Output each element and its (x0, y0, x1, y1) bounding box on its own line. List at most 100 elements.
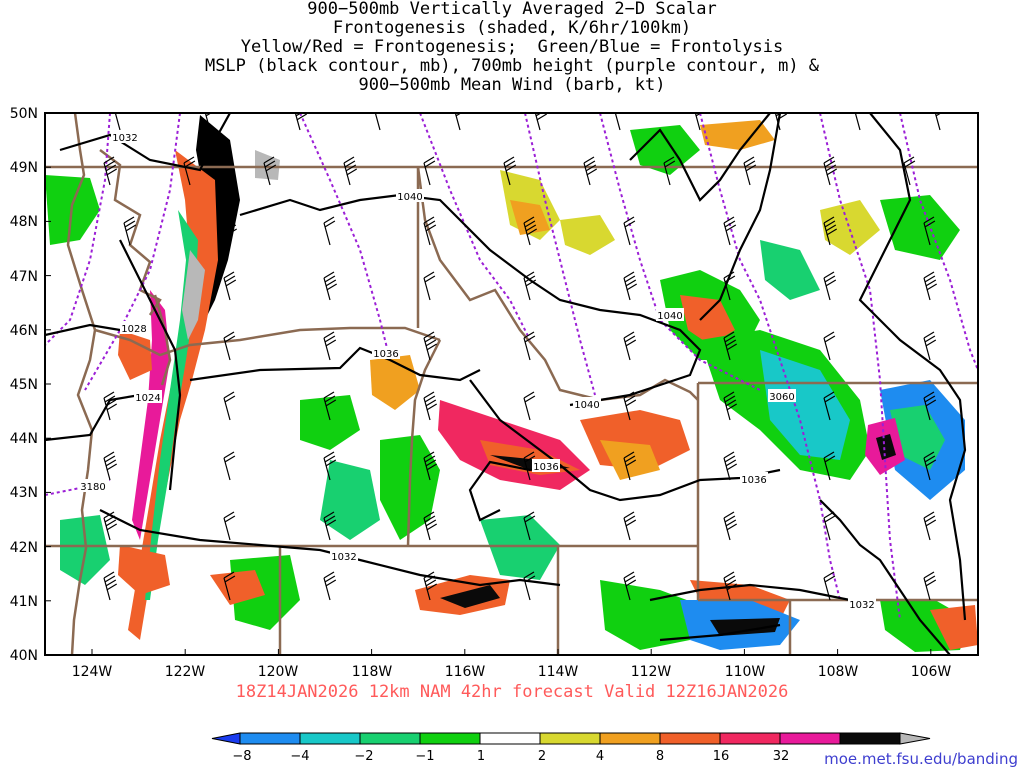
wind-barb-4 (374, 113, 381, 131)
wind-barb-56 (923, 391, 937, 421)
shading-region-33 (710, 618, 780, 636)
wind-barb-31 (923, 216, 936, 246)
columbia-river (94, 326, 441, 357)
cbar-label-9: 16 (713, 749, 730, 764)
cbar-segment-10 (779, 732, 841, 745)
wind-barb-29 (723, 216, 737, 246)
shading-region-25 (600, 440, 660, 480)
wind-barb-44 (623, 331, 637, 361)
shading-region-37 (320, 460, 380, 540)
wind-barb-16 (423, 156, 436, 186)
cbar-label-2: −4 (290, 749, 309, 764)
wind-barb-59 (323, 451, 337, 481)
cbar-arrow-left (211, 732, 241, 745)
cbar-segment-7 (599, 732, 661, 745)
wind-barb-22 (903, 156, 916, 186)
shading-region-21 (438, 400, 590, 490)
wind-barb-23 (123, 216, 137, 246)
mslp-label-5: 1036 (373, 349, 398, 360)
wind-barb-21 (823, 156, 838, 186)
lon-label-120w: 120W (258, 664, 299, 680)
wind-barb-67 (223, 511, 236, 541)
puget-sound (99, 149, 162, 316)
wind-barb-15 (343, 156, 358, 186)
shading-region-36 (300, 395, 360, 450)
lat-label-49n: 49N (10, 160, 38, 176)
wind-barb-27 (523, 216, 538, 246)
height-label-1: 3060 (769, 392, 794, 403)
wind-barb-63 (723, 451, 738, 481)
wind-barb-55 (823, 391, 836, 421)
cbar-segment-8 (659, 732, 721, 745)
shading-region-30 (600, 580, 700, 650)
wind-barb-53 (623, 391, 637, 421)
lat-label-48n: 48N (10, 214, 38, 230)
shading-region-14 (680, 295, 735, 345)
wind-barb-60 (423, 451, 438, 481)
shading-region-8 (630, 125, 700, 175)
wind-barb-78 (423, 571, 438, 601)
lat-label-44n: 44N (10, 431, 38, 447)
lon-label-114w: 114W (538, 664, 579, 680)
mslp-label-3: 1028 (121, 324, 146, 335)
lon-label-118w: 118W (352, 664, 393, 680)
shading-region-41 (820, 200, 880, 255)
wind-barb-48 (103, 391, 118, 421)
lat-label-41n: 41N (10, 594, 38, 610)
wind-barb-69 (423, 511, 438, 541)
wind-barb-20 (743, 156, 757, 186)
wind-barb-2 (204, 113, 212, 131)
lat-label-43n: 43N (10, 485, 38, 501)
coastline (66, 113, 97, 655)
lat-label-40n: 40N (10, 648, 38, 664)
wind-barb-3 (294, 113, 308, 131)
wind-barb-10 (854, 113, 861, 131)
wind-barb-49 (223, 391, 236, 421)
cbar-arrow-right (899, 732, 931, 745)
title-line-2: Frontogenesis (shaded, K/6hr/100km) (332, 18, 692, 38)
wind-barb-51 (423, 391, 438, 421)
lon-label-110w: 110W (725, 664, 766, 680)
wind-barb-17 (503, 156, 517, 186)
wind-barb-58 (223, 451, 236, 481)
lon-label-108w: 108W (818, 664, 859, 680)
wind-barb-82 (823, 571, 836, 601)
wind-barb-5 (454, 113, 462, 131)
wind-barb-80 (623, 571, 637, 601)
cbar-label-8: 8 (656, 749, 664, 764)
title-line-3: Yellow/Red = Frontogenesis; Green/Blue =… (240, 37, 784, 57)
wind-barb-40 (223, 331, 236, 361)
wind-barb-68 (323, 511, 337, 541)
wind-barb-28 (623, 216, 636, 246)
wind-barb-66 (103, 511, 118, 541)
wind-barb-76 (223, 571, 236, 601)
cbar-segment-3 (359, 732, 421, 745)
cbar-label-3: −2 (354, 749, 373, 764)
wind-barb-79 (523, 571, 536, 601)
title-line-1: 900−500mb Vertically Averaged 2−D Scalar (307, 0, 717, 19)
shading-region-4 (132, 290, 170, 540)
id-mt-border (416, 166, 699, 402)
cbar-segment-1 (239, 732, 301, 745)
wind-barb-41 (323, 331, 337, 361)
wind-barb-45 (723, 331, 738, 361)
lon-label-122w: 122W (165, 664, 206, 680)
lon-label-106w: 106W (911, 664, 952, 680)
contour-labels: 1032 1040 1028 1024 1036 1040 1040 1036 … (79, 130, 876, 611)
wind-barb-33 (323, 271, 338, 301)
credit-link[interactable]: moe.met.fsu.edu/banding (824, 750, 1018, 768)
wind-barb-1 (114, 113, 121, 131)
wind-barb-74 (923, 511, 937, 541)
lon-label-116w: 116W (445, 664, 486, 680)
color-scale-bar (211, 732, 931, 745)
wind-barb-39 (923, 271, 938, 301)
lat-label-45n: 45N (10, 377, 38, 393)
shading-region-35 (930, 605, 978, 650)
mslp-label-1: 1032 (112, 133, 137, 144)
wind-barb-30 (823, 216, 838, 246)
wind-barb-70 (523, 511, 536, 541)
wind-barb-35 (523, 271, 537, 301)
wind-barb-75 (103, 571, 118, 601)
shading-region-45 (118, 545, 170, 595)
